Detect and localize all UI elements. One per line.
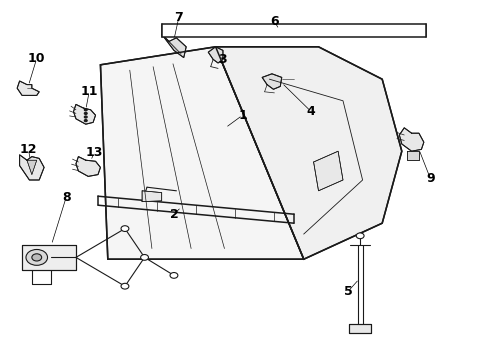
Circle shape [84,112,87,114]
Polygon shape [20,155,44,180]
Polygon shape [349,324,371,333]
Circle shape [84,116,87,118]
Text: 3: 3 [219,53,227,66]
Polygon shape [100,47,304,259]
Circle shape [32,254,42,261]
Circle shape [141,255,148,260]
Polygon shape [17,81,39,95]
Circle shape [168,28,175,33]
Circle shape [26,249,48,265]
Circle shape [121,283,129,289]
Text: 6: 6 [270,15,279,28]
Polygon shape [162,34,186,58]
Polygon shape [142,191,162,202]
Polygon shape [216,47,402,259]
Polygon shape [208,47,223,63]
Text: 2: 2 [170,208,178,221]
Polygon shape [399,128,424,151]
Text: 5: 5 [343,285,352,298]
Circle shape [84,120,87,122]
Circle shape [121,226,129,231]
Polygon shape [27,160,37,175]
Circle shape [170,273,178,278]
Text: 9: 9 [426,172,435,185]
Text: 12: 12 [20,143,37,156]
Circle shape [84,109,87,111]
Circle shape [414,27,424,34]
Polygon shape [22,245,76,270]
Polygon shape [74,104,96,124]
Polygon shape [407,151,419,160]
Text: 7: 7 [174,11,183,24]
Polygon shape [262,74,282,89]
FancyBboxPatch shape [162,24,426,37]
Circle shape [356,233,364,239]
Text: 11: 11 [80,85,98,98]
Polygon shape [314,151,343,191]
Text: 4: 4 [307,105,316,118]
Text: 8: 8 [62,191,71,204]
Text: 13: 13 [85,147,103,159]
Polygon shape [76,157,100,176]
Text: 1: 1 [238,109,247,122]
Text: 10: 10 [28,52,46,65]
